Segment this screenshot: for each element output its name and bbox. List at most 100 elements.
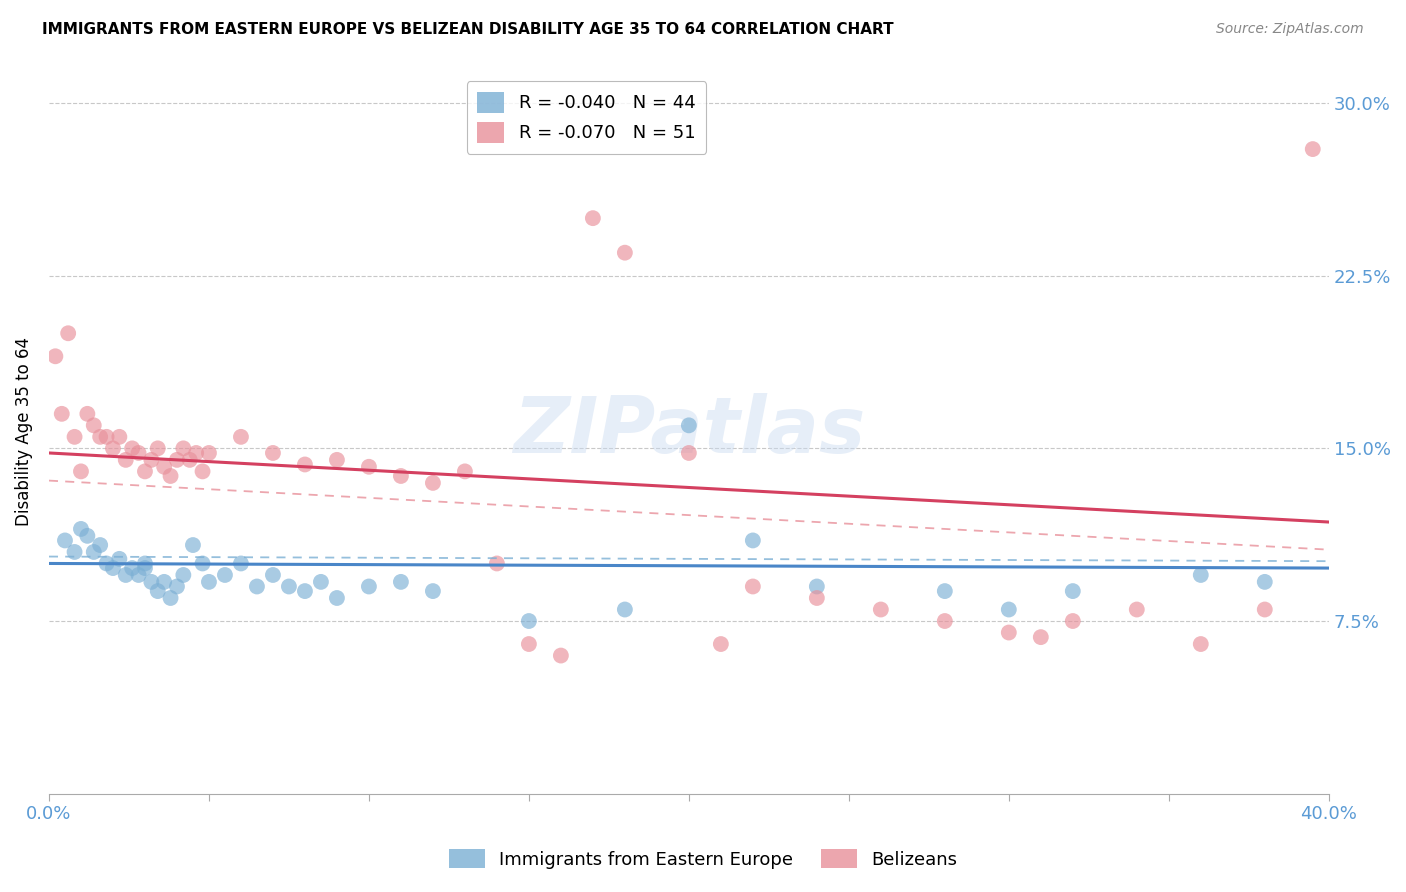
Point xyxy=(422,584,444,599)
Point xyxy=(678,446,700,460)
Point xyxy=(998,602,1021,616)
Point xyxy=(89,538,111,552)
Point xyxy=(550,648,572,663)
Point xyxy=(517,614,540,628)
Point xyxy=(214,568,236,582)
Point xyxy=(56,326,79,341)
Point xyxy=(1062,584,1084,599)
Point xyxy=(172,568,194,582)
Point xyxy=(121,561,143,575)
Point xyxy=(44,349,66,363)
Y-axis label: Disability Age 35 to 64: Disability Age 35 to 64 xyxy=(15,336,32,525)
Point xyxy=(582,211,605,226)
Point xyxy=(262,446,284,460)
Point xyxy=(262,568,284,582)
Point xyxy=(1062,614,1084,628)
Point xyxy=(51,407,73,421)
Legend: R = -0.040   N = 44, R = -0.070   N = 51: R = -0.040 N = 44, R = -0.070 N = 51 xyxy=(467,81,706,153)
Point xyxy=(108,430,131,444)
Point xyxy=(389,574,412,589)
Point xyxy=(613,602,636,616)
Point xyxy=(134,464,156,478)
Legend: Immigrants from Eastern Europe, Belizeans: Immigrants from Eastern Europe, Belizean… xyxy=(441,842,965,876)
Point xyxy=(101,442,124,456)
Point xyxy=(101,561,124,575)
Point xyxy=(63,545,86,559)
Point xyxy=(294,458,316,472)
Point xyxy=(278,579,301,593)
Point xyxy=(869,602,891,616)
Point xyxy=(166,453,188,467)
Point xyxy=(146,442,169,456)
Point xyxy=(326,453,349,467)
Point xyxy=(172,442,194,456)
Point xyxy=(128,446,150,460)
Point xyxy=(357,459,380,474)
Point xyxy=(83,418,105,433)
Point xyxy=(191,557,214,571)
Point xyxy=(76,407,98,421)
Point xyxy=(294,584,316,599)
Point xyxy=(741,579,763,593)
Point xyxy=(179,453,201,467)
Point xyxy=(309,574,332,589)
Point xyxy=(1302,142,1324,156)
Point xyxy=(454,464,477,478)
Point xyxy=(159,469,181,483)
Point xyxy=(198,574,221,589)
Point xyxy=(96,430,118,444)
Point xyxy=(934,584,956,599)
Point xyxy=(121,442,143,456)
Point xyxy=(246,579,269,593)
Point xyxy=(141,574,163,589)
Point xyxy=(1126,602,1149,616)
Point xyxy=(153,574,176,589)
Point xyxy=(678,418,700,433)
Text: IMMIGRANTS FROM EASTERN EUROPE VS BELIZEAN DISABILITY AGE 35 TO 64 CORRELATION C: IMMIGRANTS FROM EASTERN EUROPE VS BELIZE… xyxy=(42,22,894,37)
Point xyxy=(806,579,828,593)
Point xyxy=(191,464,214,478)
Point xyxy=(998,625,1021,640)
Point xyxy=(96,557,118,571)
Text: ZIPatlas: ZIPatlas xyxy=(513,393,865,469)
Point xyxy=(141,453,163,467)
Point xyxy=(146,584,169,599)
Text: Source: ZipAtlas.com: Source: ZipAtlas.com xyxy=(1216,22,1364,37)
Point xyxy=(83,545,105,559)
Point xyxy=(389,469,412,483)
Point xyxy=(70,464,93,478)
Point xyxy=(181,538,204,552)
Point xyxy=(128,568,150,582)
Point xyxy=(198,446,221,460)
Point xyxy=(186,446,208,460)
Point xyxy=(134,557,156,571)
Point xyxy=(1189,637,1212,651)
Point xyxy=(153,459,176,474)
Point xyxy=(1254,602,1277,616)
Point xyxy=(134,561,156,575)
Point xyxy=(485,557,508,571)
Point xyxy=(114,453,136,467)
Point xyxy=(63,430,86,444)
Point xyxy=(806,591,828,605)
Point xyxy=(53,533,76,548)
Point xyxy=(114,568,136,582)
Point xyxy=(1189,568,1212,582)
Point xyxy=(229,557,252,571)
Point xyxy=(326,591,349,605)
Point xyxy=(741,533,763,548)
Point xyxy=(517,637,540,651)
Point xyxy=(159,591,181,605)
Point xyxy=(934,614,956,628)
Point xyxy=(70,522,93,536)
Point xyxy=(613,245,636,260)
Point xyxy=(710,637,733,651)
Point xyxy=(166,579,188,593)
Point xyxy=(422,475,444,490)
Point xyxy=(357,579,380,593)
Point xyxy=(1254,574,1277,589)
Point xyxy=(108,552,131,566)
Point xyxy=(229,430,252,444)
Point xyxy=(89,430,111,444)
Point xyxy=(1029,630,1052,644)
